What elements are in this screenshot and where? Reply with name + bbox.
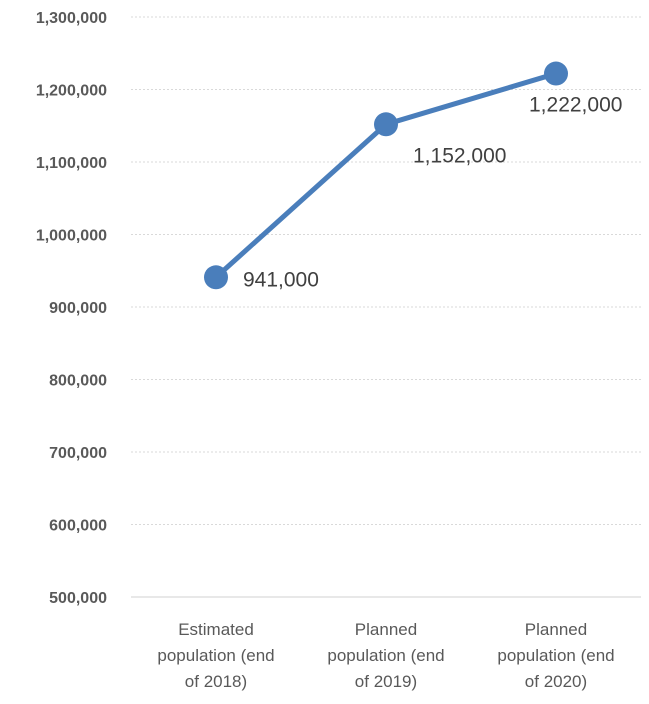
x-tick-label: Estimated population (end of 2018) bbox=[157, 620, 274, 691]
data-label: 1,222,000 bbox=[529, 94, 622, 117]
y-tick-label: 700,000 bbox=[49, 445, 107, 462]
data-point-marker bbox=[544, 61, 568, 86]
data-label: 1,152,000 bbox=[413, 144, 506, 167]
x-tick-label: Planned population (end of 2019) bbox=[327, 620, 444, 691]
y-tick-label: 1,300,000 bbox=[36, 10, 107, 27]
data-point-marker bbox=[204, 265, 228, 290]
y-tick-label: 500,000 bbox=[49, 590, 107, 607]
y-axis-tick-labels: 500,000 600,000 700,000 800,000 900,000 1,000… bbox=[36, 10, 107, 607]
data-point-marker bbox=[374, 112, 398, 137]
data-label: 941,000 bbox=[243, 268, 319, 291]
gridlines bbox=[131, 16, 641, 525]
y-tick-label: 600,000 bbox=[49, 518, 107, 535]
y-tick-label: 1,200,000 bbox=[36, 83, 107, 100]
y-tick-label: 1,100,000 bbox=[36, 155, 107, 172]
data-label-layer: 941,000 1,152,000 1,222,000 bbox=[243, 94, 622, 292]
series-line-layer bbox=[204, 61, 568, 290]
y-tick-label: 1,000,000 bbox=[36, 228, 107, 245]
y-tick-label: 800,000 bbox=[49, 373, 107, 390]
y-tick-label: 900,000 bbox=[49, 300, 107, 317]
x-axis-tick-labels: Estimated population (end of 2018) Planned p… bbox=[157, 620, 614, 691]
x-tick-label: Planned population (end of 2020) bbox=[497, 620, 614, 691]
series-line bbox=[214, 71, 557, 280]
